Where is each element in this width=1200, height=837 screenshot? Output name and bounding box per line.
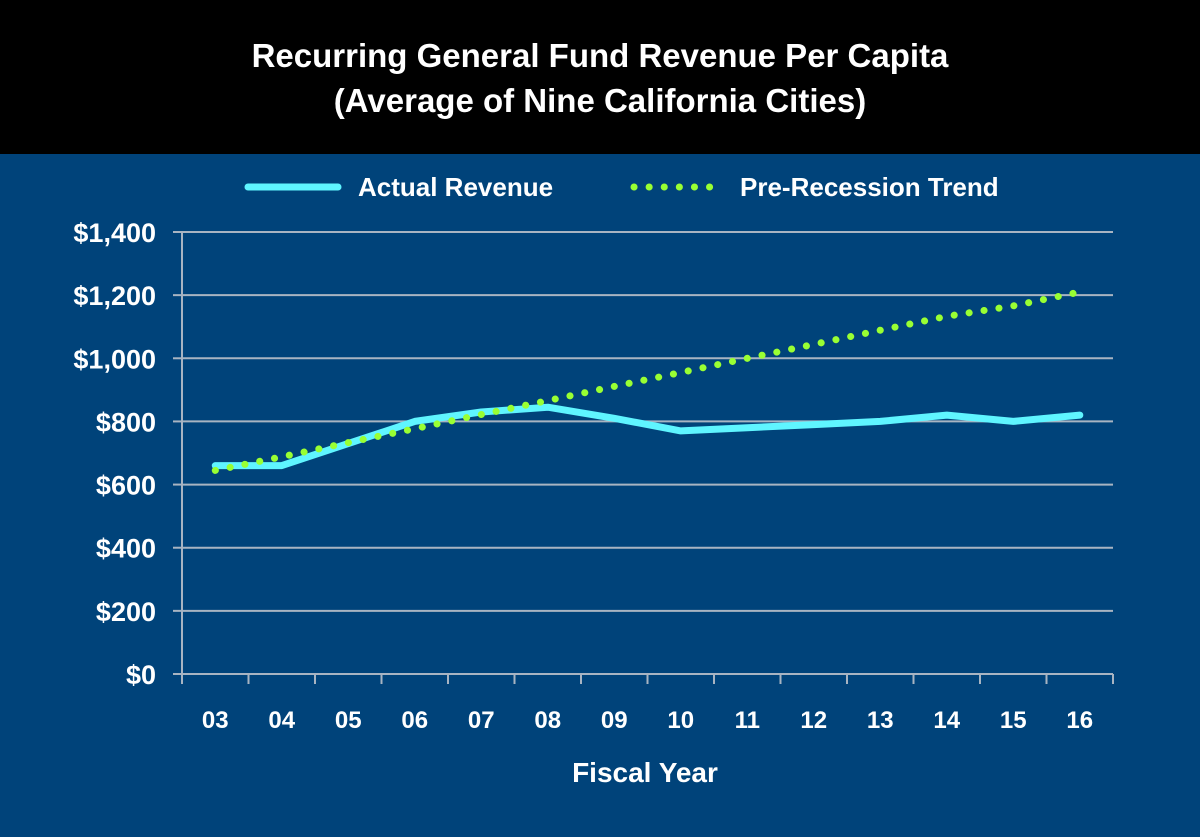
y-tick-label: $800 (96, 407, 156, 437)
chart-title-bar: Recurring General Fund Revenue Per Capit… (0, 0, 1200, 154)
x-tick-label: 08 (534, 707, 561, 734)
x-tick-label: 16 (1066, 707, 1093, 734)
x-tick-label: 10 (667, 707, 694, 734)
x-tick-label: 09 (601, 707, 628, 734)
series-lines (211, 288, 1084, 474)
chart-title-line-2: (Average of Nine California Cities) (333, 82, 867, 119)
y-tick-label: $200 (96, 597, 156, 627)
chart-title-line-1: Recurring General Fund Revenue Per Capit… (251, 37, 949, 74)
y-tick-label: $1,400 (73, 218, 156, 248)
x-tick-label: 12 (800, 707, 827, 734)
y-tick-label: $0 (126, 660, 156, 690)
x-tick-label: 13 (867, 707, 894, 734)
x-axis-title: Fiscal Year (572, 757, 718, 788)
legend-label: Actual Revenue (358, 172, 553, 202)
x-tick-label: 11 (735, 707, 760, 734)
y-tick-label: $400 (96, 534, 156, 564)
x-tick-label: 15 (1000, 707, 1027, 734)
x-tick-label: 05 (335, 707, 362, 734)
legend-label: Pre-Recession Trend (740, 172, 999, 202)
legend: Actual Revenue Pre-Recession Trend (244, 172, 999, 202)
x-tick-label: 14 (933, 707, 960, 734)
y-tick-label: $1,200 (73, 281, 156, 311)
series-line-actual-revenue (211, 403, 1084, 470)
y-tick-label: $600 (96, 471, 156, 501)
x-tick-label: 06 (401, 707, 428, 734)
x-tick-label: 04 (268, 707, 295, 734)
axes: $0 $200 $400 $600 $800 $1,000 $1,200 $1,400 03 04… (73, 218, 1114, 734)
x-tick-label: 07 (468, 707, 495, 734)
y-tick-label: $1,000 (73, 344, 156, 374)
x-tick-label: 03 (202, 707, 229, 734)
